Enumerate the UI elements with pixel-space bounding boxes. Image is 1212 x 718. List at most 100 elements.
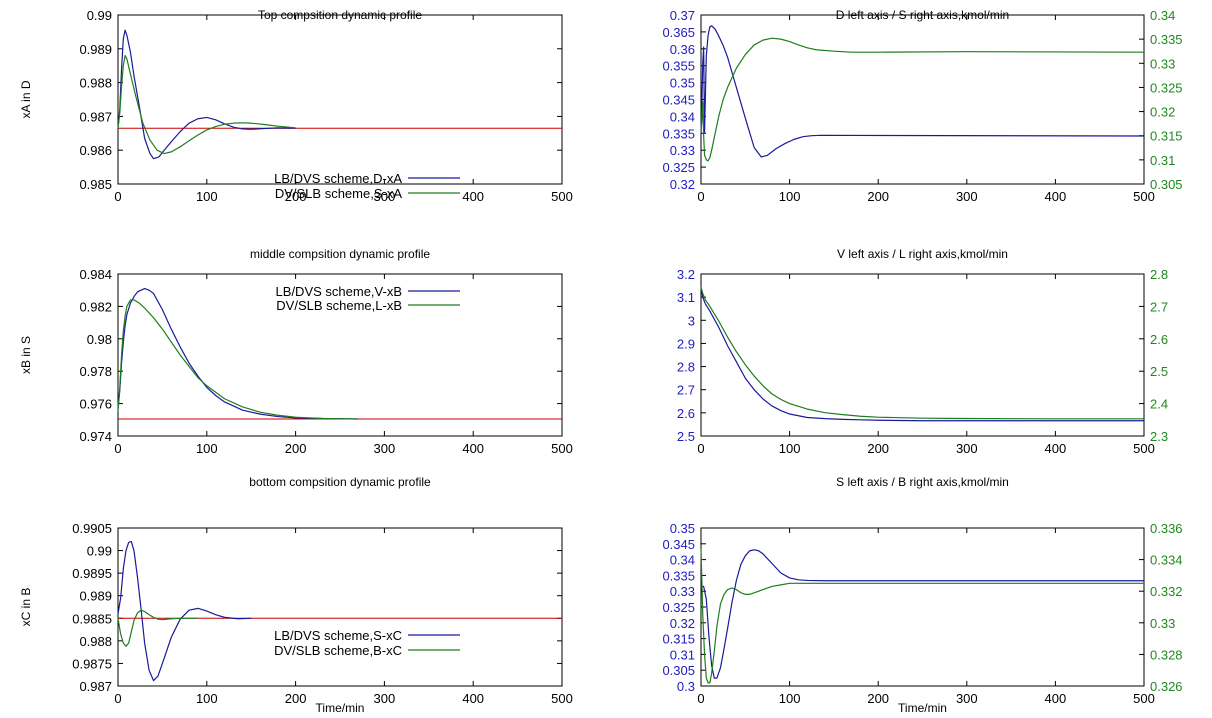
y2-tick-label: 0.34 bbox=[1150, 8, 1175, 23]
x-tick-label: 500 bbox=[551, 691, 573, 706]
y-tick-label: 0.989 bbox=[79, 42, 112, 57]
series-line-s bbox=[700, 37, 1145, 162]
y-tick-label: 2.7 bbox=[677, 383, 695, 398]
y-tick-label: 0.98 bbox=[87, 332, 112, 347]
y2-tick-label: 2.8 bbox=[1150, 267, 1168, 282]
y-tick-label: 3 bbox=[688, 313, 695, 328]
legend-entry: LB/DVS scheme,D-xA bbox=[274, 171, 402, 186]
y2-tick-label: 0.326 bbox=[1150, 679, 1183, 694]
y2-tick-label: 2.6 bbox=[1150, 332, 1168, 347]
y-tick-label: 0.978 bbox=[79, 364, 112, 379]
x-axis-label: Time/min bbox=[316, 701, 365, 715]
chart-title: V left axis / L right axis,kmol/min bbox=[837, 247, 1008, 261]
y2-tick-label: 2.4 bbox=[1150, 397, 1168, 412]
legend-entry: DV/SLB scheme,S-xA bbox=[275, 186, 402, 201]
x-tick-label: 200 bbox=[285, 691, 307, 706]
x-tick-label: 200 bbox=[867, 691, 889, 706]
x-tick-label: 200 bbox=[285, 441, 307, 456]
plot-frame bbox=[117, 273, 563, 437]
plot-frame bbox=[117, 14, 563, 185]
x-tick-label: 200 bbox=[867, 189, 889, 204]
series-line-dv-slb-scheme-l-xb bbox=[117, 299, 358, 420]
y-tick-label: 0.32 bbox=[670, 177, 695, 192]
y2-tick-label: 2.5 bbox=[1150, 364, 1168, 379]
y-tick-label: 0.99 bbox=[87, 8, 112, 23]
chart-title: Top compsition dynamic profile bbox=[258, 8, 422, 22]
chart-title: S left axis / B right axis,kmol/min bbox=[836, 475, 1009, 489]
y-tick-label: 2.8 bbox=[677, 360, 695, 375]
series-line-dv-slb-scheme-s-xa bbox=[117, 54, 296, 155]
y-tick-label: 0.99 bbox=[87, 544, 112, 559]
y-tick-label: 0.9885 bbox=[72, 611, 112, 626]
chart-panel-5: V left axis / L right axis,kmol/min 0 100 2… bbox=[677, 247, 1168, 456]
y-tick-label: 0.325 bbox=[662, 160, 695, 175]
y2-tick-label: 2.7 bbox=[1150, 299, 1168, 314]
x-tick-label: 0 bbox=[697, 189, 704, 204]
chart-title: bottom compsition dynamic profile bbox=[249, 475, 431, 489]
y-tick-label: 0.982 bbox=[79, 299, 112, 314]
y-tick-label: 0.355 bbox=[662, 59, 695, 74]
y-tick-label: 0.987 bbox=[79, 679, 112, 694]
x-tick-label: 500 bbox=[551, 441, 573, 456]
y-tick-label: 0.365 bbox=[662, 25, 695, 40]
y-tick-label: 0.986 bbox=[79, 143, 112, 158]
y-tick-label: 0.985 bbox=[79, 177, 112, 192]
y2-tick-label: 0.328 bbox=[1150, 647, 1183, 662]
x-tick-label: 400 bbox=[1045, 441, 1067, 456]
y-tick-label: 0.345 bbox=[662, 93, 695, 108]
series-line-dv-slb-scheme-b-xc bbox=[117, 609, 198, 647]
series-line-v bbox=[700, 287, 1144, 422]
y-tick-label: 0.37 bbox=[670, 8, 695, 23]
y-tick-label: 0.9895 bbox=[72, 566, 112, 581]
x-tick-label: 100 bbox=[196, 441, 218, 456]
y-tick-label: 0.305 bbox=[662, 663, 695, 678]
x-tick-label: 400 bbox=[1045, 189, 1067, 204]
x-tick-label: 200 bbox=[867, 441, 889, 456]
legend-entry: DV/SLB scheme,L-xB bbox=[276, 298, 402, 313]
x-tick-label: 300 bbox=[374, 441, 396, 456]
y-tick-label: 0.988 bbox=[79, 76, 112, 91]
y-tick-label: 0.984 bbox=[79, 267, 112, 282]
y-tick-label: 0.33 bbox=[670, 584, 695, 599]
chart-panel-4: D left axis / S right axis,kmol/min 0 100 2… bbox=[662, 8, 1182, 204]
x-tick-label: 400 bbox=[462, 441, 484, 456]
y2-tick-label: 0.336 bbox=[1150, 521, 1183, 536]
y-axis-label: xC in B bbox=[19, 588, 33, 627]
x-tick-label: 400 bbox=[1045, 691, 1067, 706]
x-tick-label: 100 bbox=[779, 691, 801, 706]
y-tick-label: 2.9 bbox=[677, 336, 695, 351]
x-tick-label: 300 bbox=[956, 189, 978, 204]
chart-title: D left axis / S right axis,kmol/min bbox=[836, 8, 1009, 22]
y-tick-label: 0.33 bbox=[670, 143, 695, 158]
x-tick-label: 500 bbox=[551, 189, 573, 204]
y-tick-label: 3.1 bbox=[677, 290, 695, 305]
x-tick-label: 100 bbox=[196, 691, 218, 706]
x-tick-label: 100 bbox=[779, 441, 801, 456]
x-tick-label: 400 bbox=[462, 691, 484, 706]
y-tick-label: 0.988 bbox=[79, 634, 112, 649]
y-tick-label: 0.335 bbox=[662, 126, 695, 141]
legend-entry: LB/DVS scheme,S-xC bbox=[274, 628, 402, 643]
legend-entry: DV/SLB scheme,B-xC bbox=[274, 643, 402, 658]
x-tick-label: 0 bbox=[697, 441, 704, 456]
y2-tick-label: 0.315 bbox=[1150, 129, 1183, 144]
y-tick-label: 0.9875 bbox=[72, 656, 112, 671]
y-tick-label: 0.325 bbox=[662, 600, 695, 615]
x-tick-label: 100 bbox=[196, 189, 218, 204]
y2-tick-label: 2.3 bbox=[1150, 429, 1168, 444]
chart-panel-2: middle compsition dynamic profile 0 100 200… bbox=[19, 247, 573, 456]
y-tick-label: 0.345 bbox=[662, 537, 695, 552]
y-tick-label: 0.974 bbox=[79, 429, 112, 444]
y2-tick-label: 0.33 bbox=[1150, 56, 1175, 71]
y2-tick-label: 0.332 bbox=[1150, 584, 1183, 599]
y2-tick-label: 0.325 bbox=[1150, 80, 1183, 95]
y-tick-label: 0.32 bbox=[670, 616, 695, 631]
y-tick-label: 2.6 bbox=[677, 406, 695, 421]
chart-panel-1: Top compsition dynamic profile 0 100 200 300… bbox=[19, 8, 573, 204]
x-tick-label: 300 bbox=[956, 441, 978, 456]
y-tick-label: 0.36 bbox=[670, 42, 695, 57]
y-tick-label: 0.35 bbox=[670, 521, 695, 536]
y2-tick-label: 0.305 bbox=[1150, 177, 1183, 192]
y-tick-label: 0.3 bbox=[677, 679, 695, 694]
y2-tick-label: 0.334 bbox=[1150, 553, 1183, 568]
